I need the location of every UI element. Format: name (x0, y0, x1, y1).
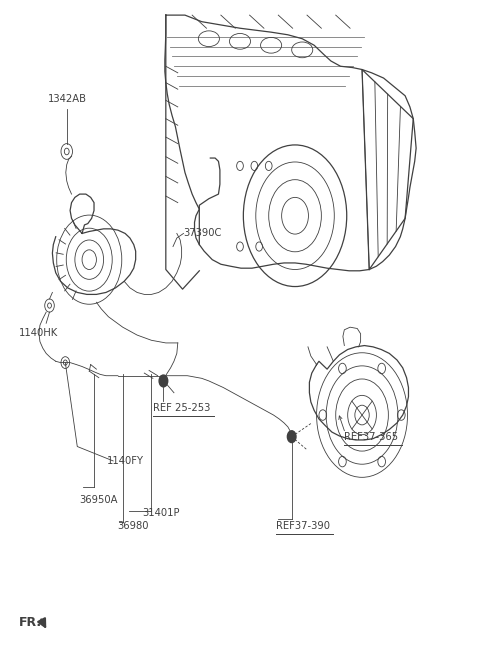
Text: 1140HK: 1140HK (19, 328, 58, 338)
Text: FR.: FR. (19, 616, 42, 629)
Text: REF 25-253: REF 25-253 (153, 403, 210, 413)
Circle shape (159, 375, 168, 387)
Text: 36980: 36980 (117, 522, 148, 532)
Text: REF37-365: REF37-365 (344, 432, 398, 442)
Text: 36950A: 36950A (80, 495, 118, 505)
Text: 1140FY: 1140FY (107, 456, 144, 466)
Circle shape (288, 431, 296, 443)
Text: 1342AB: 1342AB (48, 94, 86, 104)
Text: 31401P: 31401P (142, 509, 180, 518)
Text: 37390C: 37390C (183, 229, 222, 238)
Text: REF37-390: REF37-390 (276, 522, 330, 532)
